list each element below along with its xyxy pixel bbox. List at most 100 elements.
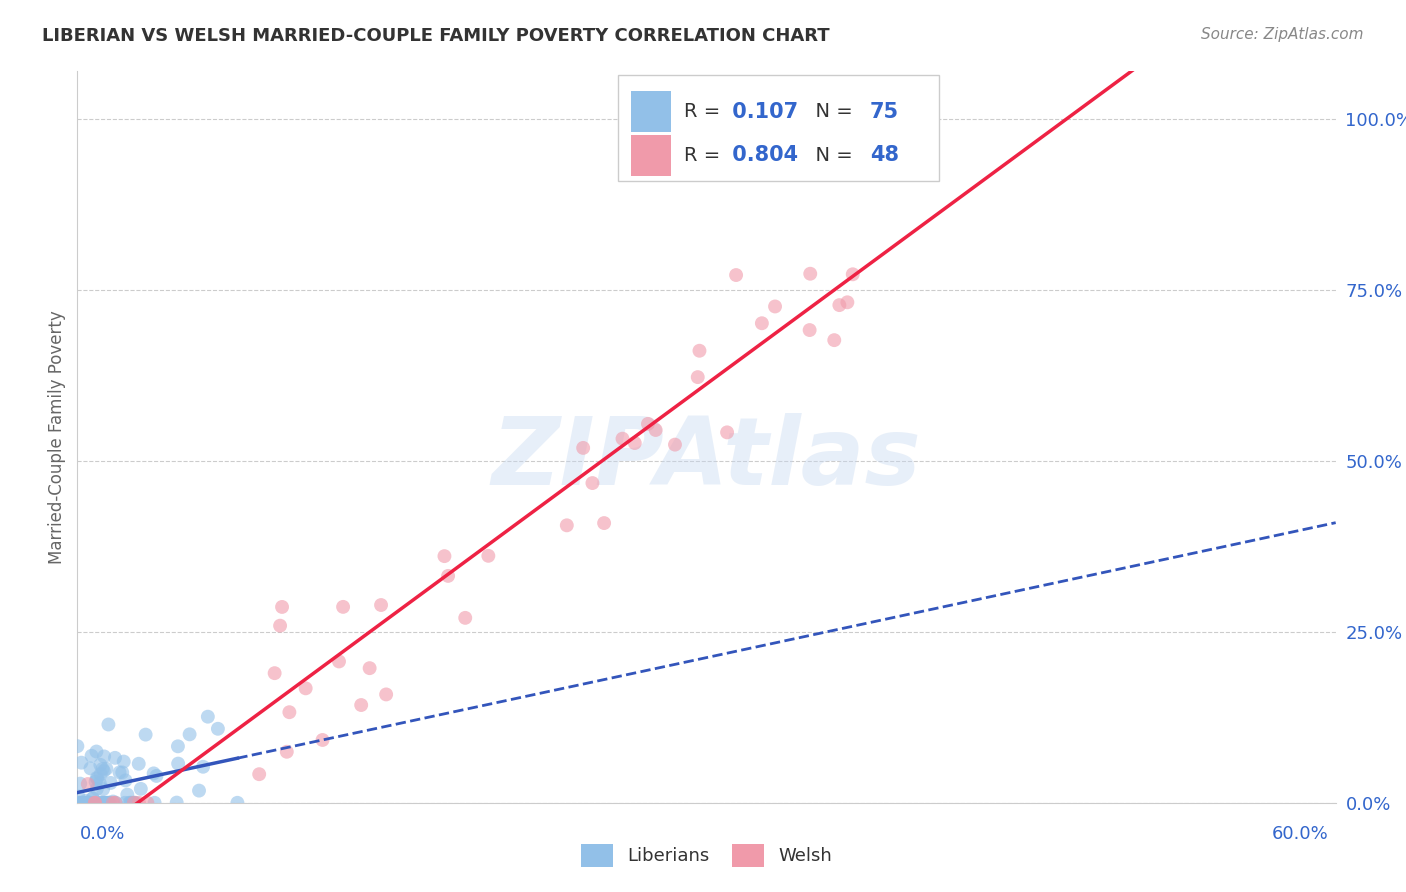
Point: [688, 343, 710, 358]
Point: [664, 437, 686, 451]
Point: [188, 783, 211, 797]
Text: 60.0%: 60.0%: [1272, 825, 1329, 843]
Point: [72, 796, 94, 810]
Text: 0.107: 0.107: [725, 102, 799, 121]
Point: [94, 796, 117, 810]
Point: [76, 777, 98, 791]
Point: [117, 788, 139, 802]
Point: [179, 727, 201, 741]
Point: [120, 796, 142, 810]
Point: [122, 796, 145, 810]
Text: R =: R =: [683, 146, 727, 165]
Point: [572, 441, 595, 455]
Point: [120, 796, 142, 810]
Text: 0.804: 0.804: [725, 145, 799, 166]
Point: [89, 776, 111, 790]
Point: [104, 796, 127, 810]
Point: [104, 751, 127, 765]
Point: [143, 796, 166, 810]
Point: [76, 796, 98, 810]
Point: [97, 717, 120, 731]
Point: [86, 772, 108, 786]
Point: [104, 796, 127, 810]
Point: [97, 796, 120, 810]
Point: [114, 796, 136, 810]
FancyBboxPatch shape: [631, 92, 671, 132]
Point: [96, 762, 118, 776]
Point: [311, 733, 333, 747]
Point: [328, 655, 350, 669]
Point: [108, 765, 131, 780]
FancyBboxPatch shape: [631, 136, 671, 176]
Point: [332, 599, 354, 614]
Point: [93, 796, 115, 810]
Point: [294, 681, 316, 696]
Point: [67, 789, 90, 804]
Point: [86, 745, 108, 759]
Point: [69, 796, 91, 810]
Point: [370, 598, 392, 612]
Point: [124, 796, 146, 810]
Point: [100, 776, 122, 790]
Point: [276, 745, 298, 759]
Point: [82, 791, 104, 805]
Point: [91, 762, 114, 776]
Point: [111, 765, 134, 780]
Point: [66, 739, 89, 754]
Text: ZIPAtlas: ZIPAtlas: [492, 413, 921, 505]
Point: [96, 796, 118, 810]
Point: [90, 767, 112, 781]
Point: [69, 777, 91, 791]
Point: [82, 791, 104, 805]
Point: [145, 769, 167, 783]
Point: [271, 599, 294, 614]
FancyBboxPatch shape: [619, 75, 939, 181]
Legend: Liberians, Welsh: Liberians, Welsh: [574, 837, 839, 874]
Point: [716, 425, 738, 440]
Text: 75: 75: [870, 102, 900, 121]
Point: [263, 666, 285, 681]
Point: [167, 739, 190, 754]
Point: [80, 748, 103, 763]
Point: [454, 611, 477, 625]
Point: [93, 749, 115, 764]
Point: [72, 796, 94, 810]
Point: [142, 766, 165, 780]
Point: [91, 796, 114, 810]
Point: [375, 688, 398, 702]
Point: [623, 436, 645, 450]
Point: [70, 756, 93, 770]
Point: [477, 549, 499, 563]
Point: [80, 796, 103, 810]
Text: R =: R =: [683, 102, 727, 121]
Point: [114, 773, 136, 788]
Text: LIBERIAN VS WELSH MARRIED-COUPLE FAMILY POVERTY CORRELATION CHART: LIBERIAN VS WELSH MARRIED-COUPLE FAMILY …: [42, 27, 830, 45]
Text: N =: N =: [803, 102, 859, 121]
Point: [799, 323, 821, 337]
Point: [91, 782, 114, 797]
Point: [842, 267, 865, 281]
Point: [799, 267, 821, 281]
Point: [98, 796, 121, 810]
Point: [122, 796, 145, 810]
Point: [763, 300, 786, 314]
Point: [83, 796, 105, 810]
Point: [101, 796, 124, 810]
Point: [191, 760, 214, 774]
Point: [269, 618, 291, 632]
Point: [84, 774, 107, 789]
Point: [437, 569, 460, 583]
Text: Source: ZipAtlas.com: Source: ZipAtlas.com: [1201, 27, 1364, 42]
Point: [89, 757, 111, 772]
Point: [93, 796, 115, 810]
Point: [593, 516, 616, 530]
Point: [69, 796, 91, 810]
Point: [863, 112, 886, 127]
Point: [89, 796, 111, 810]
Point: [69, 796, 91, 810]
Point: [86, 781, 108, 796]
Point: [136, 796, 159, 810]
Point: [247, 767, 270, 781]
Point: [101, 795, 124, 809]
Point: [79, 761, 101, 775]
